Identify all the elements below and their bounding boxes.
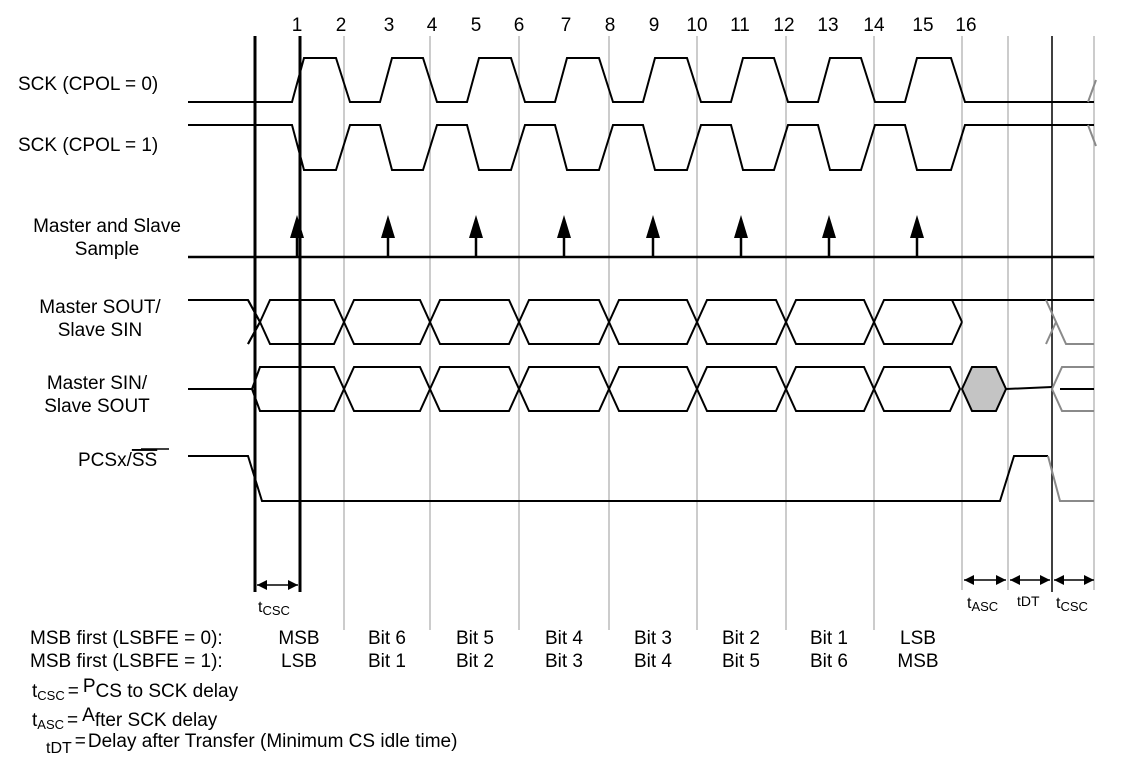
sck-cpol1-waveform	[188, 124, 1094, 171]
legend-tasc: tASC = After SCK delay	[32, 705, 218, 732]
edge-number: 16	[955, 15, 976, 36]
bit-cell: MSB	[897, 651, 938, 672]
edge-number: 15	[912, 15, 933, 36]
pcs-waveform	[188, 455, 1048, 502]
sck-cpol0-waveform	[188, 57, 1094, 103]
bit-cell: MSB	[278, 628, 319, 649]
edge-number: 11	[730, 15, 750, 36]
sck-cpol1-next-edge	[1087, 124, 1097, 147]
tdt-label: tDT	[1017, 593, 1040, 609]
sck-cpol0-next-edge	[1087, 79, 1097, 103]
legend: tCSC = PCS to SCK delay tASC = After SCK del…	[32, 676, 457, 757]
sout-label-line2: Slave SIN	[58, 320, 142, 341]
sample-arrow	[646, 215, 660, 257]
sample-arrow	[381, 215, 395, 257]
bit-cell: LSB	[900, 628, 936, 649]
tcsc2-arrow	[1054, 575, 1094, 585]
tdt-arrow	[1010, 575, 1050, 585]
bit-cell: Bit 1	[368, 651, 406, 672]
edge-number: 8	[605, 15, 616, 36]
sck-cpol1-label: SCK (CPOL = 1)	[18, 135, 158, 156]
bit-order-row0: MSB Bit 6 Bit 5 Bit 4 Bit 3 Bit 2 Bit 1 …	[278, 628, 936, 649]
sample-label-line2: Sample	[75, 239, 139, 260]
bit-cell: Bit 1	[810, 628, 848, 649]
sample-arrow	[469, 215, 483, 257]
sample-arrow	[910, 215, 924, 257]
timing-arrows	[257, 575, 1094, 590]
tasc-arrow	[964, 575, 1006, 585]
tasc-label: tASC	[967, 595, 998, 614]
edge-number: 13	[817, 15, 838, 36]
sout-label-line1: Master SOUT/	[39, 297, 161, 318]
bit-cell: Bit 4	[634, 651, 672, 672]
edge-number: 3	[384, 15, 395, 36]
edge-number: 9	[649, 15, 660, 36]
pcs-next-frame	[1047, 455, 1094, 502]
bit-order-row0-label: MSB first (LSBFE = 0):	[30, 628, 223, 649]
sin-waveform	[188, 366, 1094, 412]
bit-cell: Bit 6	[810, 651, 848, 672]
bit-cell: Bit 3	[545, 651, 583, 672]
bit-cell: Bit 2	[456, 651, 494, 672]
tcsc-arrow	[257, 580, 298, 590]
edge-number: 5	[471, 15, 482, 36]
sample-arrow	[822, 215, 836, 257]
edge-numbers: 1 2 3 4 5 6 7 8 9 10 11 12 13 14 15 16	[292, 15, 977, 36]
edge-number: 14	[863, 15, 885, 36]
edge-number: 12	[773, 15, 794, 36]
edge-number: 1	[292, 15, 303, 36]
bit-order-row1: LSB Bit 1 Bit 2 Bit 3 Bit 4 Bit 5 Bit 6 …	[281, 651, 939, 672]
sout-waveform	[188, 299, 1094, 345]
sample-arrow	[290, 215, 304, 257]
sin-undefined-bit	[960, 366, 1008, 412]
edge-number: 4	[427, 15, 438, 36]
tcsc-label: tCSC	[258, 599, 290, 618]
bit-cell: LSB	[281, 651, 317, 672]
bit-cell: Bit 2	[722, 628, 760, 649]
bit-order-row1-label: MSB first (LSBFE = 1):	[30, 651, 223, 672]
sample-label-line1: Master and Slave	[33, 216, 181, 237]
edge-number: 10	[686, 15, 707, 36]
sin-label-line1: Master SIN/	[47, 373, 148, 394]
bit-cell: Bit 5	[456, 628, 494, 649]
sample-arrow	[734, 215, 748, 257]
edge-number: 6	[514, 15, 525, 36]
pcs-label: PCSx/SS	[78, 450, 157, 471]
sample-arrow	[557, 215, 571, 257]
bit-cell: Bit 4	[545, 628, 583, 649]
sin-label-line2: Slave SOUT	[44, 396, 150, 417]
sample-arrows	[290, 215, 924, 257]
tcsc2-label: tCSC	[1056, 595, 1088, 614]
bit-cell: Bit 5	[722, 651, 760, 672]
sck-cpol0-label: SCK (CPOL = 0)	[18, 74, 158, 95]
legend-tcsc: tCSC = PCS to SCK delay	[32, 676, 239, 703]
edge-number: 2	[336, 15, 347, 36]
bit-cell: Bit 3	[634, 628, 672, 649]
legend-tdt: tDT = Delay after Transfer (Minimum CS idl…	[46, 731, 457, 757]
pcs-label-ss: SS	[132, 450, 157, 471]
edge-number: 7	[561, 15, 572, 36]
pcs-label-prefix: PCSx/	[78, 450, 133, 471]
bit-cell: Bit 6	[368, 628, 406, 649]
